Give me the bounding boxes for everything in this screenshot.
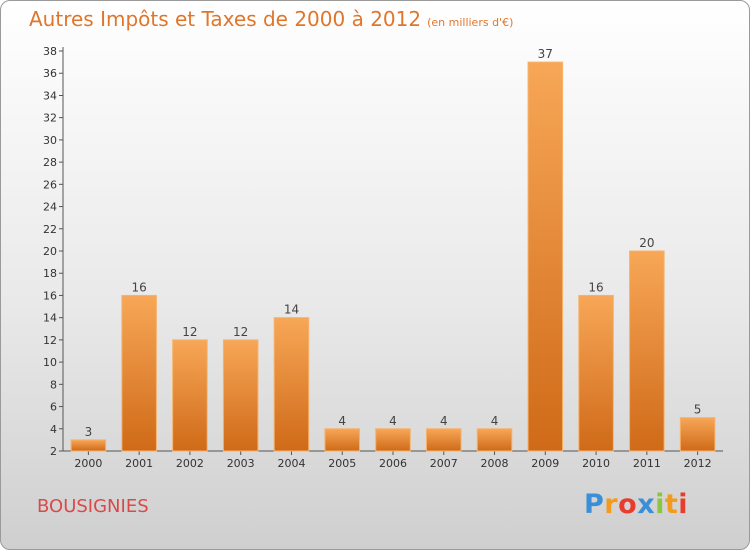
y-tick-label: 14 (43, 312, 57, 325)
x-tick-label: 2011 (633, 457, 661, 470)
bar (679, 417, 716, 452)
bars (70, 61, 716, 452)
y-tick-label: 34 (43, 89, 57, 102)
proxiti-logo: Proxiti (584, 489, 688, 520)
bar (578, 294, 614, 452)
logo-letter: t (664, 489, 679, 520)
y-tick-label: 2 (50, 445, 57, 458)
y-tick-label: 20 (43, 245, 57, 258)
data-labels: 3 16 12 12 14 4 4 4 4 37 16 20 5 (85, 47, 702, 439)
y-tick-label: 18 (43, 267, 57, 280)
x-tick-label: 2006 (379, 457, 407, 470)
bar (476, 428, 513, 452)
bar (375, 428, 411, 452)
y-tick-label: 28 (43, 156, 57, 169)
bar (121, 294, 157, 452)
x-tick-label: 2009 (531, 457, 559, 470)
bar (222, 339, 259, 452)
bar (426, 428, 462, 452)
y-tick-label: 36 (43, 67, 57, 80)
y-tick-label: 32 (43, 112, 57, 125)
logo-letter: P (584, 489, 605, 520)
x-tick-label: 2005 (328, 457, 356, 470)
logo-letter: i (678, 489, 689, 520)
bar-value-label: 16 (132, 280, 147, 294)
bar-value-label: 14 (284, 303, 299, 317)
x-tick-label: 2010 (582, 457, 610, 470)
y-tick-label: 16 (43, 289, 57, 302)
x-tick-label: 2012 (684, 457, 712, 470)
x-tick-label: 2007 (430, 457, 458, 470)
logo-letter: r (604, 489, 619, 520)
x-tick-label: 2004 (277, 457, 305, 470)
bar-value-label: 4 (338, 414, 346, 428)
y-tick-label: 38 (43, 45, 57, 58)
bar (527, 61, 564, 452)
bar-value-label: 20 (639, 236, 654, 250)
bar (273, 317, 310, 452)
bar-value-label: 12 (182, 325, 197, 339)
logo-letter: o (618, 489, 638, 520)
x-tick-label: 2003 (227, 457, 255, 470)
logo-letter: x (637, 489, 656, 520)
y-tick-label: 6 (50, 401, 57, 414)
bar (172, 339, 208, 452)
x-tick-label: 2001 (125, 457, 153, 470)
chart-subtitle: (en milliers d'€) (427, 16, 514, 29)
y-tick-label: 30 (43, 134, 57, 147)
logo-letter: i (655, 489, 665, 520)
chart-title: Autres Impôts et Taxes de 2000 à 2012 (29, 7, 422, 31)
bar-value-label: 37 (538, 47, 553, 61)
title-block: Autres Impôts et Taxes de 2000 à 2012 (en… (29, 7, 513, 31)
x-tick-label: 2008 (481, 457, 509, 470)
bar-value-label: 4 (440, 414, 448, 428)
x-tick-label: 2000 (74, 457, 102, 470)
bar-value-label: 4 (389, 414, 397, 428)
bar-value-label: 4 (491, 414, 499, 428)
y-tick-label: 4 (50, 423, 57, 436)
y-tick-label: 12 (43, 334, 57, 347)
bar-value-label: 3 (85, 425, 93, 439)
y-tick-label: 8 (50, 378, 57, 391)
bar (70, 439, 107, 452)
x-tick-label: 2002 (176, 457, 204, 470)
y-tick-label: 10 (43, 356, 57, 369)
bar-value-label: 12 (233, 325, 248, 339)
bar (324, 428, 360, 452)
y-tick-label: 22 (43, 223, 57, 236)
bar-value-label: 5 (694, 403, 702, 417)
bar-value-label: 16 (588, 280, 603, 294)
y-tick-label: 24 (43, 201, 57, 214)
place-name: BOUSIGNIES (37, 496, 149, 517)
y-tick-label: 26 (43, 178, 57, 191)
bar (629, 250, 665, 452)
